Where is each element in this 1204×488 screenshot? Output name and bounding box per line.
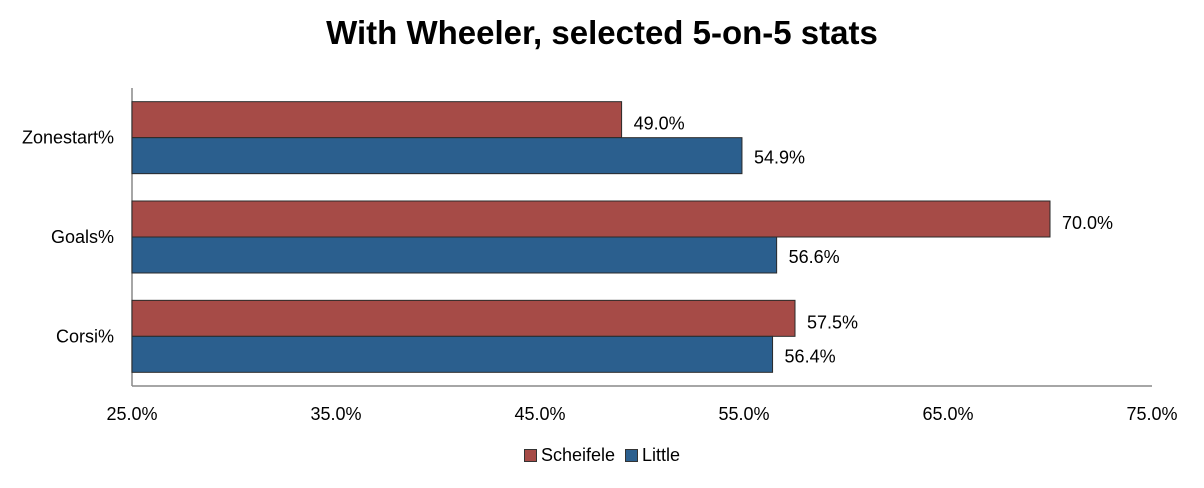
legend-swatch-little	[625, 449, 639, 462]
x-tick-label: 35.0%	[310, 404, 361, 424]
bar-little	[131, 236, 778, 274]
bar-scheifele	[131, 200, 1051, 238]
x-tick-label: 75.0%	[1126, 404, 1177, 424]
data-label: 54.9%	[754, 148, 805, 168]
y-category-label: Goals%	[51, 227, 114, 247]
legend: Scheifele Little	[0, 445, 1204, 466]
legend-item-scheifele: Scheifele	[523, 445, 616, 466]
data-label: 57.5%	[807, 312, 858, 332]
bar-scheifele	[131, 299, 796, 337]
x-tick-label: 65.0%	[922, 404, 973, 424]
data-label: 49.0%	[634, 114, 685, 134]
legend-swatch-scheifele	[523, 449, 537, 462]
chart-title: With Wheeler, selected 5-on-5 stats	[326, 14, 878, 51]
bar-little	[131, 335, 774, 373]
legend-label-little: Little	[642, 445, 681, 465]
legend-item-little: Little	[625, 445, 680, 466]
data-label: 56.6%	[789, 247, 840, 267]
bar-scheifele	[131, 101, 623, 139]
y-category-label: Zonestart%	[22, 128, 114, 148]
x-tick-label: 55.0%	[718, 404, 769, 424]
x-tick-label: 25.0%	[106, 404, 157, 424]
y-category-label: Corsi%	[56, 326, 114, 346]
legend-label-scheifele: Scheifele	[540, 445, 616, 465]
x-tick-label: 45.0%	[514, 404, 565, 424]
data-label: 70.0%	[1062, 213, 1113, 233]
bar-little	[131, 137, 743, 175]
data-label: 56.4%	[785, 346, 836, 366]
